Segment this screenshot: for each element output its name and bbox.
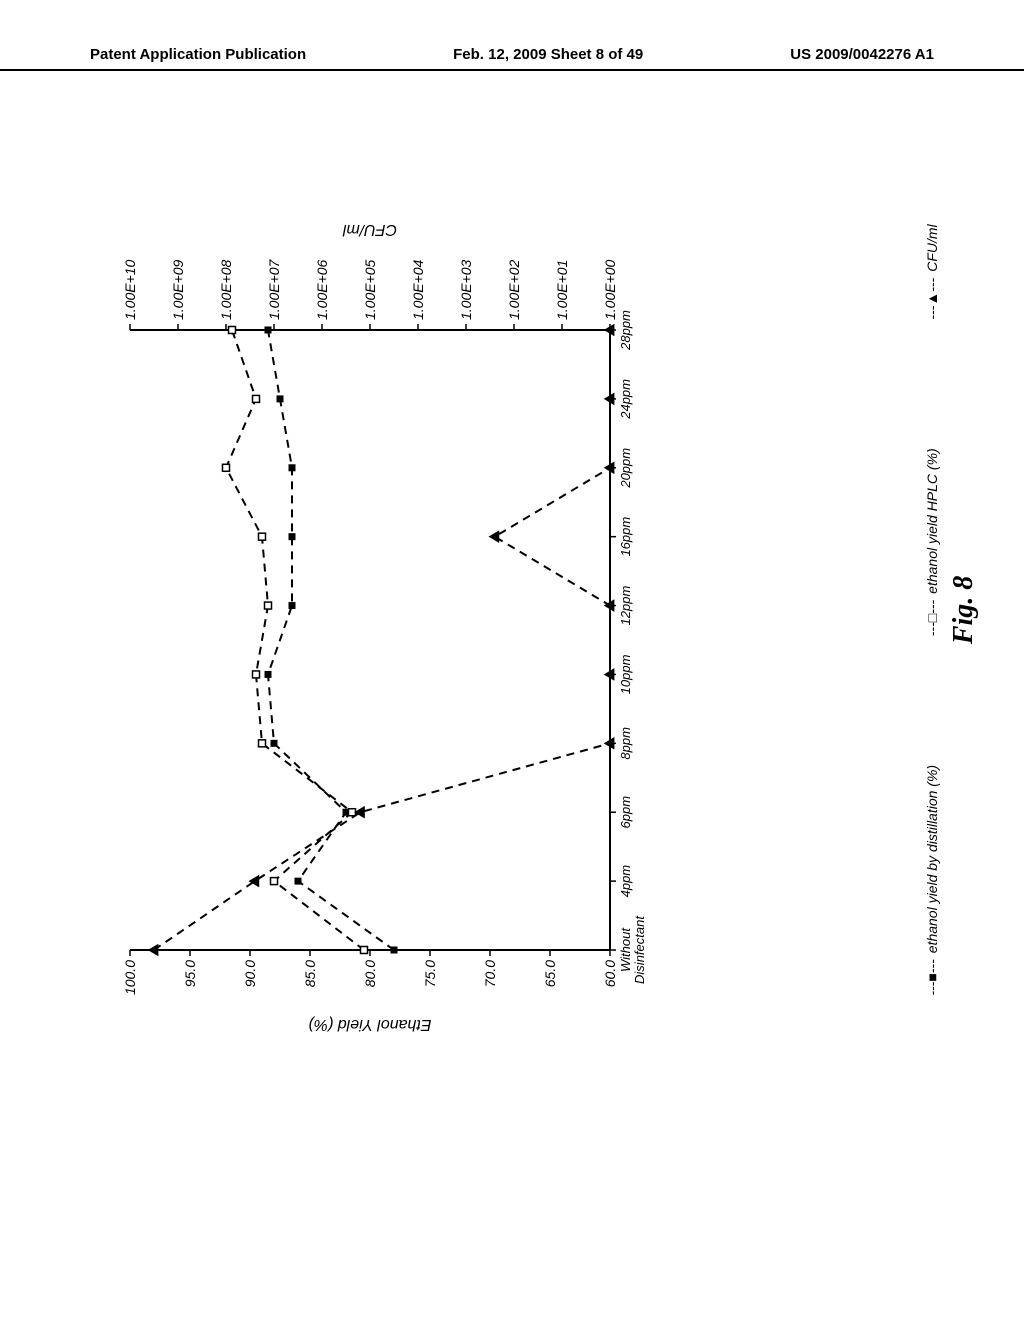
legend-hplc-label: ethanol yield HPLC (%) <box>924 448 940 594</box>
svg-text:16ppm: 16ppm <box>618 517 633 557</box>
figure-wrapper: 60.0 65.0 70.0 75.0 80.0 85.0 90.0 95.0 100.0 1.0… <box>100 160 920 1260</box>
svg-text:85.0: 85.0 <box>302 960 318 987</box>
svg-text:6ppm: 6ppm <box>618 796 633 829</box>
svg-text:1.00E+06: 1.00E+06 <box>314 259 330 320</box>
legend-distillation: ---■--- ethanol yield by distillation (%… <box>924 765 940 996</box>
legend-cfu-marker: ---▲--- <box>924 278 940 320</box>
header-center: Feb. 12, 2009 Sheet 8 of 49 <box>453 46 643 63</box>
header-left: Patent Application Publication <box>90 46 306 63</box>
svg-text:80.0: 80.0 <box>362 960 378 987</box>
rotated-figure: 60.0 65.0 70.0 75.0 80.0 85.0 90.0 95.0 100.0 1.0… <box>100 160 920 1060</box>
svg-text:CFU/ml: CFU/ml <box>342 221 397 238</box>
svg-text:1.00E+05: 1.00E+05 <box>362 259 378 320</box>
svg-text:Ethanol Yield (%): Ethanol Yield (%) <box>308 1016 431 1033</box>
svg-text:4ppm: 4ppm <box>618 865 633 898</box>
legend-cfu-label: CFU/ml <box>924 224 940 271</box>
svg-text:1.00E+00: 1.00E+00 <box>602 259 618 320</box>
legend-cfu: ---▲--- CFU/ml <box>924 224 940 319</box>
svg-text:Without: Without <box>618 927 633 972</box>
svg-text:65.0: 65.0 <box>542 960 558 987</box>
svg-text:1.00E+09: 1.00E+09 <box>170 259 186 320</box>
svg-text:1.00E+08: 1.00E+08 <box>218 259 234 320</box>
svg-text:95.0: 95.0 <box>182 960 198 987</box>
header-right: US 2009/0042276 A1 <box>790 46 934 63</box>
chart-svg: 60.0 65.0 70.0 75.0 80.0 85.0 90.0 95.0 100.0 1.0… <box>100 200 710 1060</box>
svg-text:8ppm: 8ppm <box>618 727 633 760</box>
svg-text:Disinfectant: Disinfectant <box>632 915 647 984</box>
legend-hplc: ---□--- ethanol yield HPLC (%) <box>924 448 940 636</box>
svg-text:60.0: 60.0 <box>602 960 618 987</box>
svg-text:75.0: 75.0 <box>422 960 438 987</box>
legend-distillation-marker: ---■--- <box>924 959 940 995</box>
legend: ---■--- ethanol yield by distillation (%… <box>924 160 940 1060</box>
svg-text:70.0: 70.0 <box>482 960 498 987</box>
svg-text:10ppm: 10ppm <box>618 654 633 694</box>
page-header: Patent Application Publication Feb. 12, … <box>0 46 1024 71</box>
svg-text:20ppm: 20ppm <box>618 448 633 489</box>
legend-distillation-label: ethanol yield by distillation (%) <box>924 765 940 953</box>
svg-text:1.00E+02: 1.00E+02 <box>506 259 522 320</box>
svg-text:1.00E+07: 1.00E+07 <box>266 258 282 320</box>
svg-text:1.00E+10: 1.00E+10 <box>122 259 138 320</box>
svg-text:90.0: 90.0 <box>242 960 258 987</box>
svg-text:12ppm: 12ppm <box>618 586 633 626</box>
svg-text:1.00E+01: 1.00E+01 <box>554 260 570 320</box>
svg-text:100.0: 100.0 <box>122 960 138 995</box>
svg-text:1.00E+04: 1.00E+04 <box>410 259 426 320</box>
svg-text:1.00E+03: 1.00E+03 <box>458 259 474 320</box>
svg-text:28ppm: 28ppm <box>618 310 633 351</box>
legend-hplc-marker: ---□--- <box>924 600 940 636</box>
figure-label: Fig. 8 <box>948 576 980 644</box>
svg-text:24ppm: 24ppm <box>618 379 633 420</box>
